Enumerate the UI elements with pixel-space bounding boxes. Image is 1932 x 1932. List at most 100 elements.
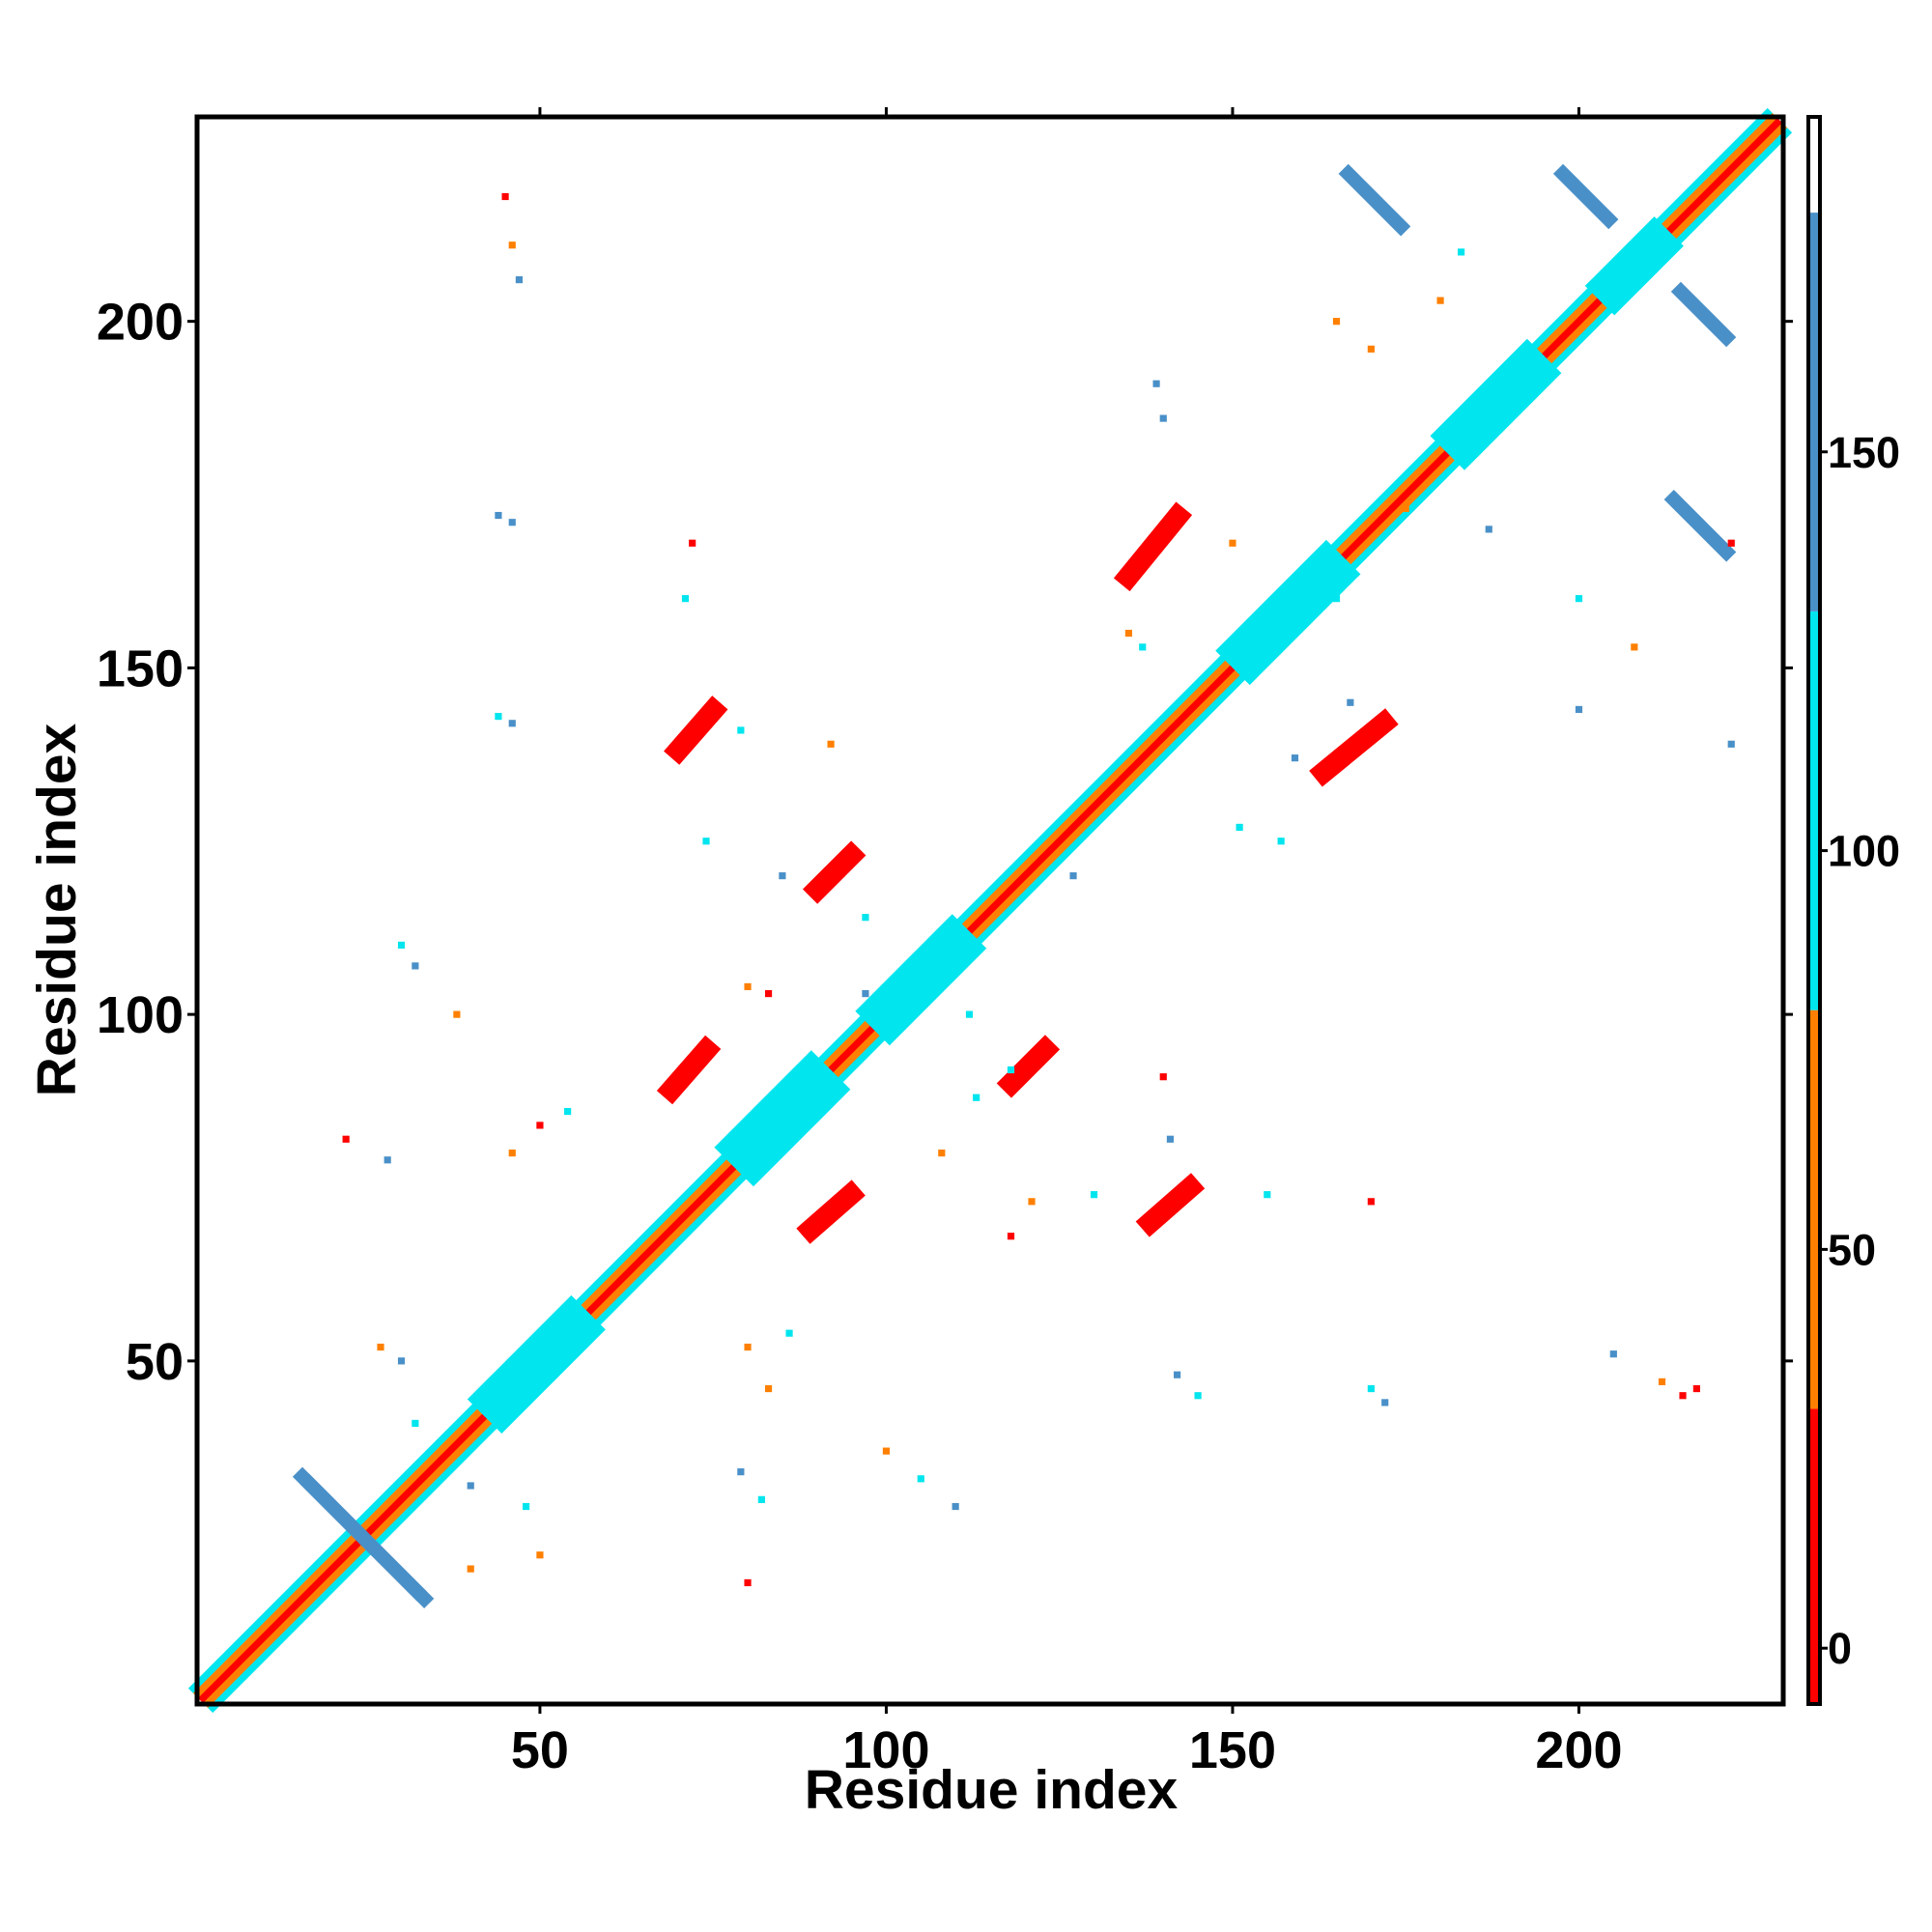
contact-band [802, 840, 867, 904]
colorbar-segment [1808, 611, 1820, 1010]
y-tick-label: 100 [97, 986, 184, 1044]
contact-cell [342, 1135, 350, 1143]
x-tick-label: 200 [1535, 1721, 1622, 1779]
contact-cell [681, 595, 690, 603]
contact-band [796, 1179, 866, 1244]
contact-cell [827, 740, 835, 748]
contact-cell [495, 511, 502, 520]
contact-cell [862, 914, 869, 922]
contact-band [1338, 163, 1411, 237]
contact-cell [412, 1419, 419, 1428]
contact-cell [1291, 754, 1299, 762]
contact-cell [508, 1150, 516, 1157]
y-axis-title: Residue index [26, 723, 88, 1096]
contact-cell [882, 1447, 891, 1455]
contact-band [1113, 501, 1193, 592]
colorbar-tick-label: 50 [1828, 1225, 1876, 1274]
contact-band [1584, 216, 1684, 316]
contact-cell [523, 1502, 530, 1511]
contact-cell [501, 192, 509, 201]
y-tick-label: 50 [126, 1333, 184, 1391]
contact-cell [1174, 1371, 1181, 1378]
contact-cell [744, 982, 752, 991]
x-tick-label: 50 [511, 1721, 569, 1779]
contact-cell [1381, 1399, 1389, 1406]
contact-cell [1124, 629, 1132, 638]
contact-cell [779, 872, 786, 880]
contact-cell [1229, 539, 1236, 547]
contact-cell [1402, 504, 1409, 512]
contact-cell [744, 1343, 752, 1351]
contact-cell [412, 962, 419, 970]
colorbar-tick-label: 150 [1828, 428, 1900, 477]
contact-band [1215, 539, 1361, 686]
contact-band [1663, 489, 1737, 562]
contact-band [299, 1473, 435, 1609]
contact-cell [1347, 698, 1354, 706]
contact-cell [744, 1578, 752, 1587]
y-tick-label: 150 [97, 639, 184, 697]
contact-cell [1139, 643, 1147, 651]
contact-cell [564, 1107, 572, 1116]
colorbar-frame [1806, 115, 1822, 1706]
y-tick-label: 200 [97, 294, 184, 352]
contact-cell [862, 990, 869, 998]
contact-cell [1692, 1384, 1700, 1393]
x-axis-title: Residue index [805, 1759, 1179, 1821]
contact-cell [397, 1357, 406, 1365]
contact-band [656, 1035, 722, 1105]
contact-cell [689, 539, 696, 547]
contact-cell [467, 1565, 474, 1573]
contact-cell [785, 1329, 793, 1337]
contact-cell [1090, 1191, 1098, 1199]
contact-cell [702, 838, 710, 845]
contact-cell [536, 1551, 544, 1559]
contact-cell [737, 726, 745, 734]
contact-cell [1236, 823, 1243, 831]
contact-cell [1332, 318, 1341, 326]
contact-cell [495, 713, 502, 721]
contact-cell [1631, 643, 1638, 651]
contact-cell [938, 1150, 946, 1157]
contact-cell [1609, 1350, 1617, 1358]
contact-cell [536, 1122, 544, 1129]
contact-cell [1264, 1191, 1271, 1199]
contact-cell [1679, 1392, 1687, 1400]
contact-band [1430, 338, 1562, 470]
contact-cell [917, 1475, 924, 1483]
contact-cell [1658, 1378, 1666, 1385]
contact-cell [1575, 705, 1583, 714]
contact-cell [764, 990, 773, 998]
contact-cell [453, 1010, 461, 1018]
contact-cell [467, 1482, 474, 1490]
contact-cell [1007, 1065, 1015, 1074]
contact-cell [1727, 740, 1735, 748]
contact-cell [1159, 414, 1167, 422]
contact-cell [965, 1010, 974, 1018]
colorbar-segment [1808, 117, 1820, 213]
contact-cell [1727, 539, 1735, 547]
contact-band [714, 1050, 851, 1187]
plot-frame [194, 114, 1786, 1707]
contact-band [467, 1294, 606, 1434]
colorbar-tick-label: 0 [1828, 1624, 1852, 1673]
contact-band [996, 1035, 1061, 1098]
x-tick-label: 150 [1189, 1721, 1276, 1779]
contact-cell [1367, 1384, 1375, 1393]
colorbar-segment [1808, 1408, 1820, 1704]
contact-cell [508, 720, 516, 727]
contact-cell [1069, 872, 1077, 880]
contact-cell [737, 1468, 745, 1476]
contact-cell [384, 1156, 391, 1164]
contact-cell [397, 941, 406, 949]
contact-cell [508, 242, 516, 249]
contact-cell [1007, 1233, 1015, 1240]
contact-cell [1485, 526, 1492, 533]
contact-cell [1028, 1198, 1036, 1206]
contact-band [1309, 708, 1399, 787]
colorbar-segment [1808, 213, 1820, 611]
contact-cell [973, 1094, 980, 1101]
contact-band [1670, 281, 1737, 348]
contact-cell [1159, 1073, 1167, 1081]
